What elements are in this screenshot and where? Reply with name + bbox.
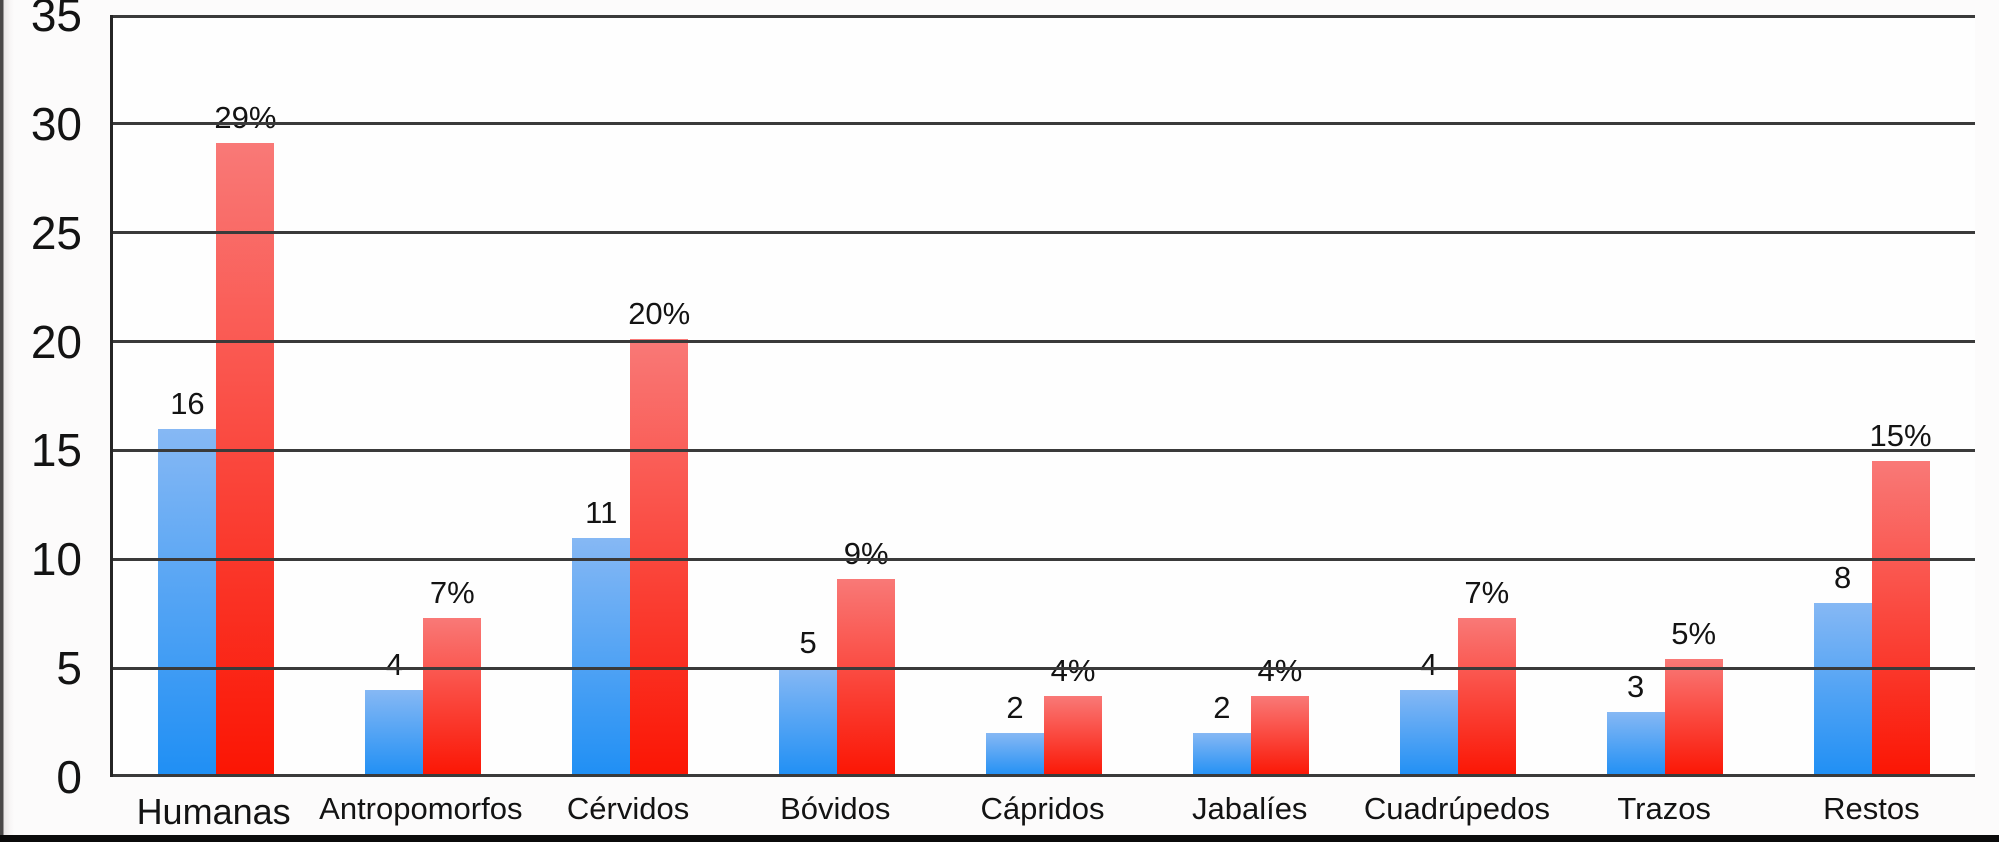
gridline-y25 [113, 231, 1975, 235]
bar-label-porcentaje-4: 4% [1050, 653, 1096, 689]
bar-group-5: 2 4% [1147, 15, 1354, 777]
gridline-y15 [113, 448, 1975, 452]
bar-recuento-5: 2 [1192, 692, 1251, 777]
bar-recuento-3: 5 [779, 627, 838, 777]
bar-label-porcentaje-7: 5% [1671, 616, 1717, 652]
bar-group-6: 4 7% [1354, 15, 1561, 777]
category-label-2: Cérvidos [566, 791, 690, 826]
bar-group-3: 5 9% [734, 15, 941, 777]
bar-recuento-1: 4 [365, 649, 424, 777]
bar-label-porcentaje-2: 20% [628, 296, 691, 332]
bar-porcentaje-6: 7% [1457, 577, 1516, 777]
bar-label-recuento-1: 4 [385, 646, 403, 682]
bar-label-recuento-2: 11 [585, 494, 618, 530]
category-label-7: Trazos [1617, 791, 1711, 826]
category-label-5: Jabalíes [1191, 791, 1308, 826]
gridline-y20 [113, 340, 1975, 344]
bar-label-recuento-0: 16 [170, 385, 205, 421]
bar-label-recuento-4: 2 [1006, 690, 1024, 726]
bar-group-8: 8 15% [1768, 15, 1975, 777]
gridline-y5 [113, 666, 1975, 670]
bar-label-recuento-5: 2 [1213, 690, 1231, 726]
bar-recuento-4: 2 [986, 692, 1044, 777]
category-label-6: Cuadrúpedos [1363, 791, 1550, 826]
bar-porcentaje-3: 9% [837, 538, 896, 777]
bar-label-porcentaje-6: 7% [1464, 575, 1510, 611]
bar-recuento-0: 16 [158, 388, 217, 777]
y-tick-label-15: 15 [30, 424, 82, 477]
bar-group-7: 3 5% [1561, 15, 1768, 777]
gridline-y10 [113, 557, 1975, 561]
plot-area: 16 29% 4 7% 11 20% 5 9% 2 4% 2 4% 4 7% 3 5% 8 15% [110, 15, 1975, 777]
bar-recuento-6: 4 [1399, 649, 1458, 777]
bar-label-recuento-7: 3 [1627, 668, 1645, 704]
bar-label-porcentaje-8: 15% [1869, 418, 1932, 454]
y-tick-label-0: 0 [56, 751, 82, 803]
bar-label-porcentaje-3: 9% [843, 535, 889, 571]
bar-porcentaje-4: 4% [1044, 655, 1102, 777]
bar-label-recuento-8: 8 [1833, 559, 1852, 595]
bar-porcentaje-1: 7% [423, 577, 482, 777]
bar-groups-container: 16 29% 4 7% 11 20% 5 9% 2 4% 2 4% 4 7% 3 5% 8 15% [113, 15, 1975, 777]
category-label-1: Antropomorfos [319, 791, 523, 826]
y-tick-label-35: 35 [30, 0, 82, 41]
bar-label-recuento-6: 4 [1420, 646, 1438, 682]
y-axis: 0 5 10 15 20 25 30 35 [0, 0, 96, 842]
gridline-y0 [113, 774, 1975, 777]
gridline-y30 [113, 122, 1975, 126]
bar-recuento-7: 3 [1606, 671, 1665, 777]
bar-recuento-2: 11 [572, 497, 631, 777]
scan-left-edge [0, 0, 14, 836]
y-tick-label-5: 5 [56, 642, 82, 695]
y-tick-label-10: 10 [30, 533, 82, 586]
bar-porcentaje-7: 5% [1664, 618, 1723, 777]
bar-group-1: 4 7% [320, 15, 527, 777]
bar-label-porcentaje-1: 7% [429, 575, 475, 611]
gridline-y35 [113, 15, 1975, 18]
bar-label-porcentaje-5: 4% [1257, 653, 1303, 689]
category-label-8: Restos [1823, 791, 1920, 826]
bar-porcentaje-5: 4% [1250, 655, 1309, 777]
bar-label-recuento-3: 5 [799, 625, 817, 661]
bar-group-0: 16 29% [113, 15, 320, 777]
bar-porcentaje-0: 29% [214, 102, 276, 777]
category-label-0: Humanas [136, 791, 291, 832]
y-tick-label-25: 25 [30, 206, 82, 259]
x-axis-labels: Humanas Antropomorfos Cérvidos Bóvidos Cápri… [110, 790, 1975, 833]
bar-group-2: 11 20% [527, 15, 734, 777]
bar-label-porcentaje-0: 29% [214, 100, 277, 136]
scan-bottom-edge [0, 835, 1999, 842]
y-tick-label-20: 20 [30, 315, 82, 368]
bar-recuento-8: 8 [1813, 562, 1872, 777]
category-label-3: Bóvidos [780, 791, 891, 826]
category-label-4: Cápridos [980, 791, 1105, 826]
bar-group-4: 2 4% [941, 15, 1148, 777]
bar-porcentaje-8: 15% [1870, 420, 1932, 777]
y-tick-label-30: 30 [30, 97, 82, 150]
